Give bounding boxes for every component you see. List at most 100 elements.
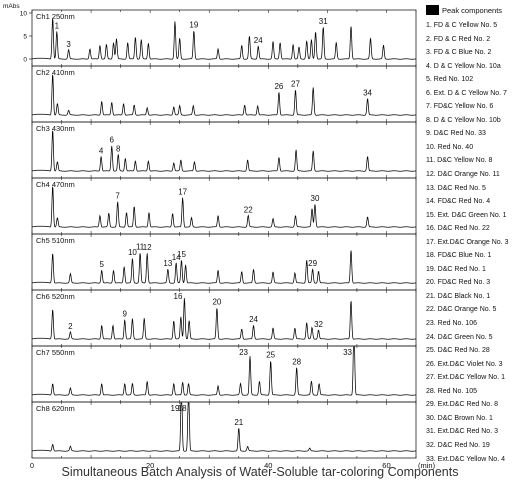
peak-label: 12 — [143, 243, 152, 252]
legend-item: 26. Ext.D&C Violet No. 3 — [426, 360, 503, 368]
peak-label: 18 — [178, 404, 187, 413]
peak-label: 10 — [128, 248, 137, 257]
peak-label: 34 — [363, 88, 372, 97]
trace-line — [31, 346, 417, 396]
channel-label: Ch4 470nm — [36, 180, 75, 189]
peak-label: 11 — [136, 243, 145, 252]
panel-7: Ch7 550nm 23 25 28 33 — [31, 345, 417, 403]
peak-label: 23 — [239, 348, 248, 357]
peak-label: 8 — [116, 144, 121, 153]
legend-item: 8. D & C Yellow No. 10b — [426, 116, 501, 124]
peak-label: 9 — [123, 310, 128, 319]
x-tick-label: 20 — [146, 461, 154, 470]
peak-label: 14 — [172, 253, 181, 262]
legend-item: 12. D&C Orange No. 11 — [426, 171, 500, 179]
peak-label: 17 — [178, 188, 187, 197]
peak-label: 19 — [171, 404, 180, 413]
panel-frame — [31, 177, 417, 235]
legend-swatch — [426, 5, 439, 15]
channel-label: Ch7 550nm — [36, 348, 75, 357]
peak-label: 22 — [244, 206, 253, 215]
peak-label: 4 — [99, 146, 104, 155]
legend-list: 1. FD & C Yellow No. 5 2. FD & C Red No. … — [426, 19, 520, 466]
legend-item: 21. D&C Black No. 1 — [426, 292, 491, 300]
x-tick-label: 60 — [382, 461, 390, 470]
x-tick-label: 0 — [30, 461, 34, 470]
legend-item: 32. D&C Red No. 19 — [426, 441, 490, 449]
legend-item: 1. FD & C Yellow No. 5 — [426, 22, 498, 29]
peak-label: 27 — [291, 80, 300, 89]
legend-item: 7. FD&C Yellow No. 6 — [426, 103, 494, 111]
peak-label: 24 — [254, 36, 263, 45]
x-axis-label: (min) — [418, 461, 436, 470]
peak-label: 26 — [274, 82, 283, 91]
x-tick-label: 40 — [264, 461, 272, 470]
y-axis-unit: mAbs — [3, 3, 20, 10]
panel-3: Ch3 430nm 468 — [31, 121, 417, 179]
panel-6: Ch6 520nm 2 9 16 20 24 32 — [31, 289, 417, 347]
legend-header: Peak components — [426, 4, 520, 16]
chart-title: Simultaneous Batch Analysis of Water-Sol… — [61, 465, 459, 479]
legend-item: 4. D & C Yellow No. 10a — [426, 62, 501, 70]
peak-label: 25 — [266, 351, 275, 360]
peak-label: 24 — [249, 315, 258, 324]
peak-label: 30 — [311, 194, 320, 203]
peak-label: 32 — [314, 320, 323, 329]
panel-frame — [31, 121, 417, 179]
legend-item: 33. Ext.D&C Yellow No. 4 — [426, 455, 505, 463]
peak-label: 33 — [343, 348, 352, 357]
legend-item: 24. D&C Green No. 5 — [426, 333, 493, 341]
legend-item: 31. Ext.D&C Red No. 3 — [426, 428, 498, 436]
legend-item: 30. D&C Brown No. 1 — [426, 414, 493, 422]
legend-item: 14. FD&C Red No. 4 — [426, 198, 491, 206]
legend-item: 2. FD & C Red No. 2 — [426, 35, 491, 43]
peak-label: 5 — [99, 260, 104, 269]
peak-label: 31 — [319, 17, 328, 26]
legend-item: 23. Red No. 106 — [426, 320, 477, 328]
peak-label: 15 — [177, 250, 186, 259]
panel-frame — [31, 401, 417, 459]
channel-label: Ch8 620nm — [36, 404, 75, 413]
legend-item: 9. D&C Red No. 33 — [426, 130, 486, 138]
channel-label: Ch6 520nm — [36, 292, 75, 301]
peak-label: 16 — [174, 292, 183, 301]
trace-line — [31, 250, 417, 284]
trace-line — [31, 130, 417, 172]
channel-label: Ch3 430nm — [36, 124, 75, 133]
peak-label: 20 — [212, 298, 221, 307]
y-tick-label: 0 — [23, 56, 27, 63]
peak-label: 3 — [66, 40, 71, 49]
trace-line — [31, 298, 417, 340]
panel-frame — [31, 233, 417, 291]
panel-frame — [31, 9, 417, 67]
peak-label: 28 — [292, 357, 301, 366]
legend-item: 22. D&C Orange No. 5 — [426, 306, 497, 314]
legend-item: 19. D&C Red No. 1 — [426, 265, 486, 273]
peak-label: 2 — [68, 322, 73, 331]
peak-label: 6 — [110, 136, 115, 145]
y-tick-label: 10 — [20, 10, 28, 17]
legend: Peak components 1. FD & C Yellow No. 5 2.… — [426, 4, 520, 466]
legend-item: 5. Red No. 102 — [426, 76, 474, 84]
legend-item: 27. Ext.D&C Yellow No. 1 — [426, 374, 505, 382]
panel-2: Ch2 410nm 26 27 34 — [31, 65, 417, 123]
legend-item: 29. Ext.D&C Red No. 8 — [426, 401, 498, 409]
trace-line — [31, 402, 417, 452]
legend-item: 18. FD&C Blue No. 1 — [426, 252, 492, 260]
peak-label: 13 — [163, 259, 172, 268]
channel-label: Ch5 510nm — [36, 236, 75, 245]
y-tick-label: 5 — [23, 33, 27, 40]
channel-label: Ch2 410nm — [36, 68, 75, 77]
trace-line — [31, 18, 417, 60]
channel-label: Ch1 250nm — [36, 12, 75, 21]
legend-item: 15. Ext. D&C Green No. 1 — [426, 211, 507, 219]
legend-item: 25. D&C Red No. 28 — [426, 347, 490, 355]
peak-label: 21 — [234, 418, 243, 427]
panel-4: Ch4 470nm 7 17 22 30 — [31, 177, 417, 235]
legend-item: 16. D&C Red No. 22 — [426, 225, 490, 233]
legend-item: 11. D&C Yellow No. 8 — [426, 157, 493, 165]
